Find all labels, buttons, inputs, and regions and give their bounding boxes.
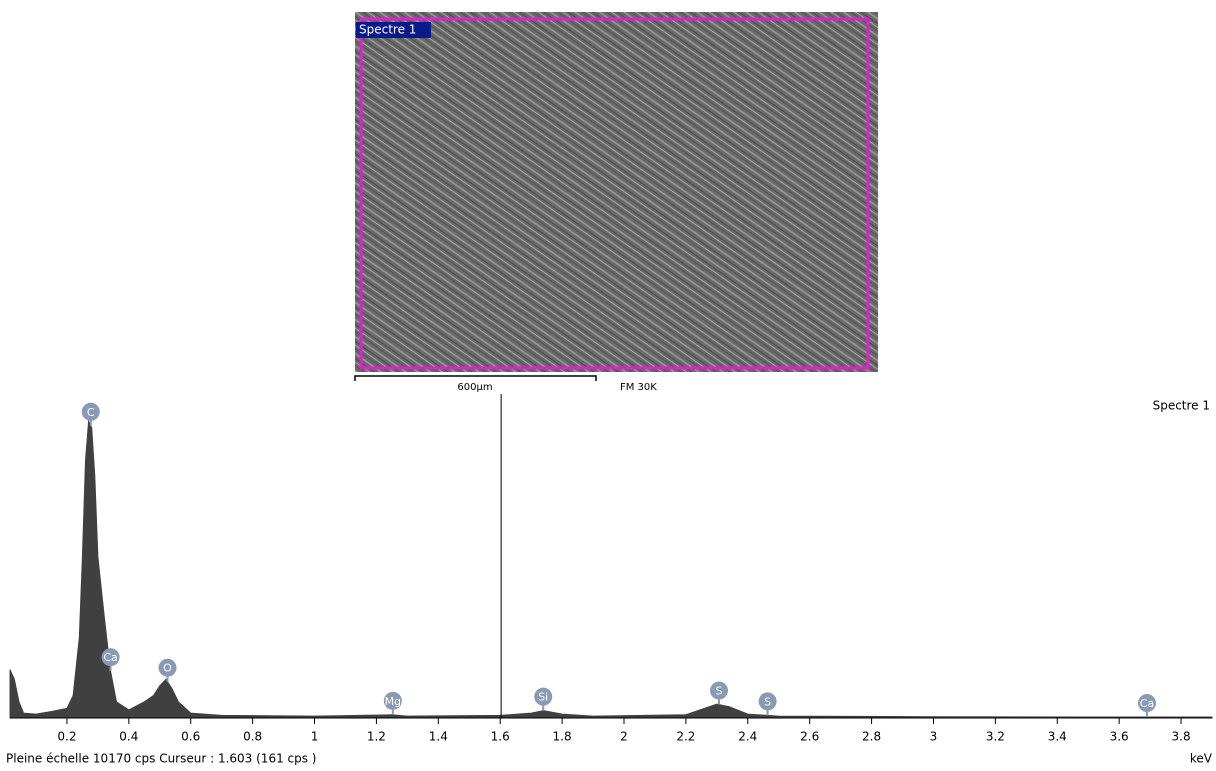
image-label-bg [356,22,431,38]
peak-label: Mg [385,695,401,708]
peak-badge [101,648,120,667]
spectrum-area [359,17,870,370]
x-tick-label: 1.8 [553,730,572,744]
x-tick-label: 2.2 [676,730,695,744]
x-tick-label: 1.6 [491,730,510,744]
peak-label: S [716,685,723,698]
peak-badge [534,687,553,706]
peak-badge [758,692,777,711]
x-tick-label: 2.8 [862,730,881,744]
x-tick-label: 3.6 [1110,730,1129,744]
peak-label: Ca [103,651,117,664]
peak-label: Si [538,691,548,704]
x-tick-label: 1 [311,730,319,744]
footer: Pleine échelle 10170 cps Curseur : 1.603… [6,752,317,766]
peak-badge [710,681,729,700]
peak-label: O [163,662,172,675]
x-tick-label: 2.6 [800,730,819,744]
x-tick-label: 3 [930,730,938,744]
x-unit: keV [1190,752,1213,766]
image-label: Spectre 1 [359,23,416,37]
spectrum [9,419,1213,719]
peak-badge [81,402,100,421]
x-tick-label: 0.6 [181,730,200,744]
x-tick-label: 2.4 [738,730,757,744]
peak-badge [158,658,177,677]
scale-label: 600µm [457,382,492,393]
x-tick-label: 2 [620,730,628,744]
x-tick-label: 0.2 [57,730,76,744]
x-tick-label: 1.2 [367,730,386,744]
x-tick-label: 0.8 [243,730,262,744]
scale-bar [354,375,597,381]
peak-badge [383,691,402,710]
x-tick-label: 3.2 [986,730,1005,744]
x-tick-label: 3.8 [1172,730,1191,744]
x-tick-label: 0.4 [119,730,138,744]
peak-label: Ca [1140,697,1154,710]
peak-label: S [764,695,771,708]
peak-label: C [87,406,95,419]
sem-image [355,12,878,372]
x-tick-label: 1.4 [429,730,448,744]
legend: Spectre 1 [1153,399,1210,413]
peak-badge [1138,694,1157,713]
x-tick-label: 3.4 [1048,730,1067,744]
magnification: FM 30K [620,382,657,393]
